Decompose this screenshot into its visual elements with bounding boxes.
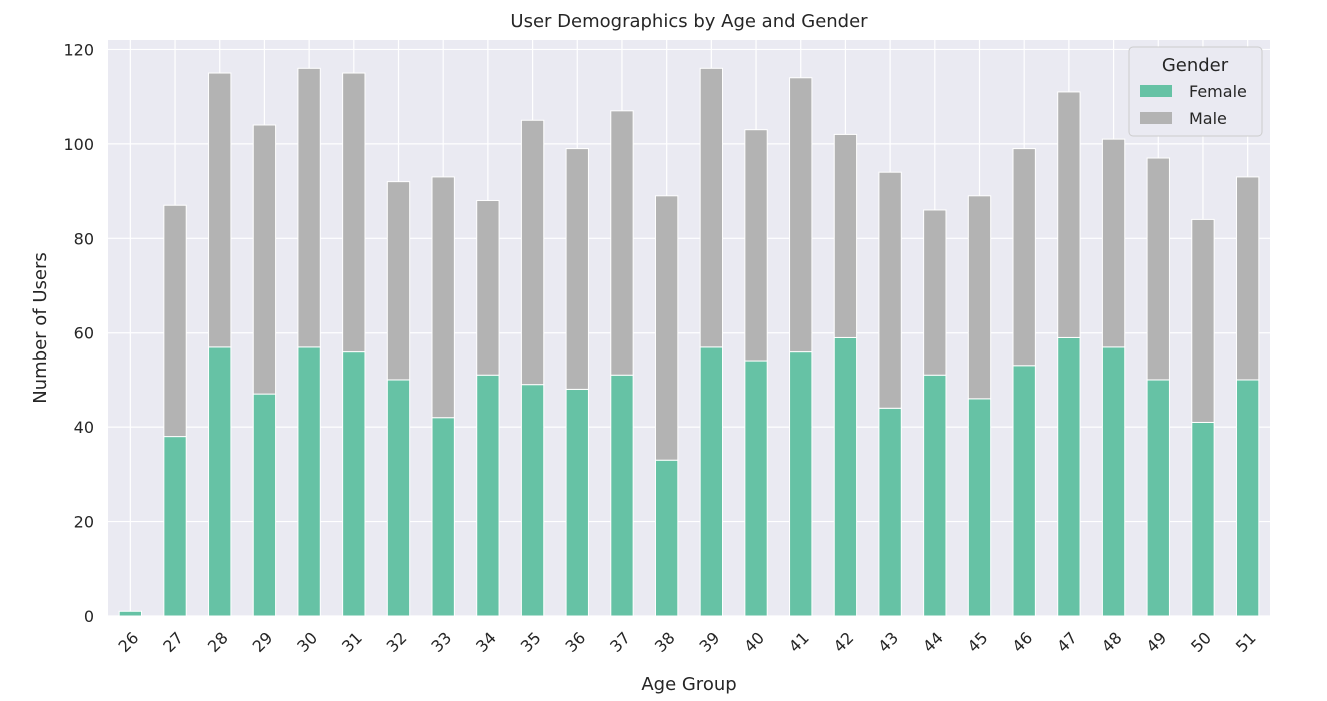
x-tick-label: 42 bbox=[830, 628, 858, 656]
bar-female-45 bbox=[967, 398, 992, 617]
y-tick-label: 80 bbox=[74, 229, 94, 248]
bar-female-48 bbox=[1101, 346, 1126, 617]
x-axis-title: Age Group bbox=[641, 674, 736, 695]
y-tick-label: 0 bbox=[84, 607, 94, 626]
bar-male-50 bbox=[1191, 218, 1215, 423]
bar-female-36 bbox=[565, 388, 589, 617]
bar-male-32 bbox=[386, 181, 411, 381]
bar-male-44 bbox=[923, 209, 947, 376]
x-tick-label: 38 bbox=[651, 628, 679, 656]
x-tick-label: 35 bbox=[517, 628, 545, 656]
x-tick-label: 41 bbox=[785, 628, 813, 656]
x-tick-label: 32 bbox=[383, 628, 411, 656]
bar-male-49 bbox=[1146, 157, 1170, 381]
bar-male-37 bbox=[610, 110, 634, 376]
plot-background bbox=[108, 40, 1270, 616]
x-tick-label: 33 bbox=[427, 628, 455, 656]
bar-female-29 bbox=[252, 393, 277, 617]
legend-label-female: Female bbox=[1189, 82, 1247, 101]
x-tick-label: 50 bbox=[1187, 628, 1215, 656]
y-axis-title: Number of Users bbox=[30, 252, 51, 404]
bar-female-39 bbox=[699, 346, 724, 617]
y-tick-label: 60 bbox=[74, 324, 94, 343]
bar-female-50 bbox=[1191, 421, 1215, 617]
y-tick-label: 120 bbox=[63, 40, 94, 59]
bar-female-49 bbox=[1146, 379, 1170, 617]
x-tick-label: 44 bbox=[919, 628, 947, 656]
bar-male-38 bbox=[654, 195, 679, 461]
bar-male-43 bbox=[878, 171, 902, 409]
x-tick-label: 27 bbox=[159, 628, 187, 656]
legend-swatch-female bbox=[1140, 85, 1172, 97]
y-tick-label: 20 bbox=[74, 513, 94, 532]
bar-female-46 bbox=[1012, 365, 1036, 617]
x-tick-label: 47 bbox=[1053, 628, 1081, 656]
x-tick-label: 28 bbox=[204, 628, 232, 656]
x-tick-label: 36 bbox=[561, 628, 589, 656]
x-tick-label: 34 bbox=[472, 628, 500, 656]
bar-male-46 bbox=[1012, 148, 1036, 367]
bar-female-51 bbox=[1235, 379, 1260, 617]
bar-female-35 bbox=[520, 384, 545, 617]
y-axis-ticks: 0 20 40 60 80 100 120 bbox=[63, 40, 94, 626]
x-tick-label: 51 bbox=[1232, 628, 1260, 656]
bar-male-48 bbox=[1101, 138, 1126, 348]
y-tick-label: 40 bbox=[74, 418, 94, 437]
bar-male-28 bbox=[208, 72, 232, 348]
bar-male-45 bbox=[967, 195, 992, 400]
bar-female-28 bbox=[208, 346, 232, 617]
x-tick-label: 48 bbox=[1098, 628, 1126, 656]
bar-female-32 bbox=[386, 379, 411, 617]
x-tick-label: 49 bbox=[1142, 628, 1170, 656]
bar-female-37 bbox=[610, 374, 634, 617]
x-axis-ticks: 26 27 28 29 30 31 32 33 34 35 36 37 38 39 40 41 42 43 44 45… bbox=[115, 628, 1260, 656]
bar-female-33 bbox=[431, 417, 455, 617]
x-tick-label: 39 bbox=[696, 628, 724, 656]
bar-female-38 bbox=[654, 459, 679, 617]
bar-female-30 bbox=[297, 346, 321, 617]
x-tick-label: 30 bbox=[293, 628, 321, 656]
x-tick-label: 45 bbox=[964, 628, 992, 656]
bar-female-44 bbox=[923, 374, 947, 617]
legend-swatch-male bbox=[1140, 112, 1172, 124]
bar-male-39 bbox=[699, 67, 724, 348]
bar-male-29 bbox=[252, 124, 277, 395]
bar-male-36 bbox=[565, 148, 589, 390]
bar-female-34 bbox=[476, 374, 500, 617]
bar-male-40 bbox=[744, 129, 768, 362]
bar-female-26 bbox=[118, 610, 143, 617]
bar-male-47 bbox=[1057, 91, 1081, 338]
bar-male-27 bbox=[163, 204, 187, 438]
x-tick-label: 26 bbox=[115, 628, 143, 656]
legend-title: Gender bbox=[1162, 55, 1229, 76]
x-tick-label: 37 bbox=[606, 628, 634, 656]
bar-male-31 bbox=[342, 72, 366, 353]
bar-female-40 bbox=[744, 360, 768, 617]
bars-layer bbox=[118, 67, 1260, 617]
bar-female-42 bbox=[833, 336, 858, 617]
bar-male-34 bbox=[476, 200, 500, 376]
bar-female-31 bbox=[342, 351, 366, 617]
bar-male-41 bbox=[789, 77, 813, 353]
x-tick-label: 40 bbox=[740, 628, 768, 656]
x-tick-label: 29 bbox=[249, 628, 277, 656]
x-tick-label: 31 bbox=[338, 628, 366, 656]
bar-female-41 bbox=[789, 351, 813, 617]
legend-label-male: Male bbox=[1189, 109, 1227, 128]
x-tick-label: 43 bbox=[874, 628, 902, 656]
bar-male-35 bbox=[520, 119, 545, 386]
bar-female-43 bbox=[878, 407, 902, 617]
chart-title: User Demographics by Age and Gender bbox=[510, 11, 868, 32]
legend: Gender Female Male bbox=[1128, 46, 1263, 137]
x-tick-label: 46 bbox=[1008, 628, 1036, 656]
y-tick-label: 100 bbox=[63, 135, 94, 154]
bar-male-33 bbox=[431, 176, 455, 419]
bar-male-51 bbox=[1235, 176, 1260, 381]
bar-male-30 bbox=[297, 67, 321, 348]
bar-female-27 bbox=[163, 436, 187, 617]
bar-male-42 bbox=[833, 133, 858, 338]
bar-female-47 bbox=[1057, 336, 1081, 617]
